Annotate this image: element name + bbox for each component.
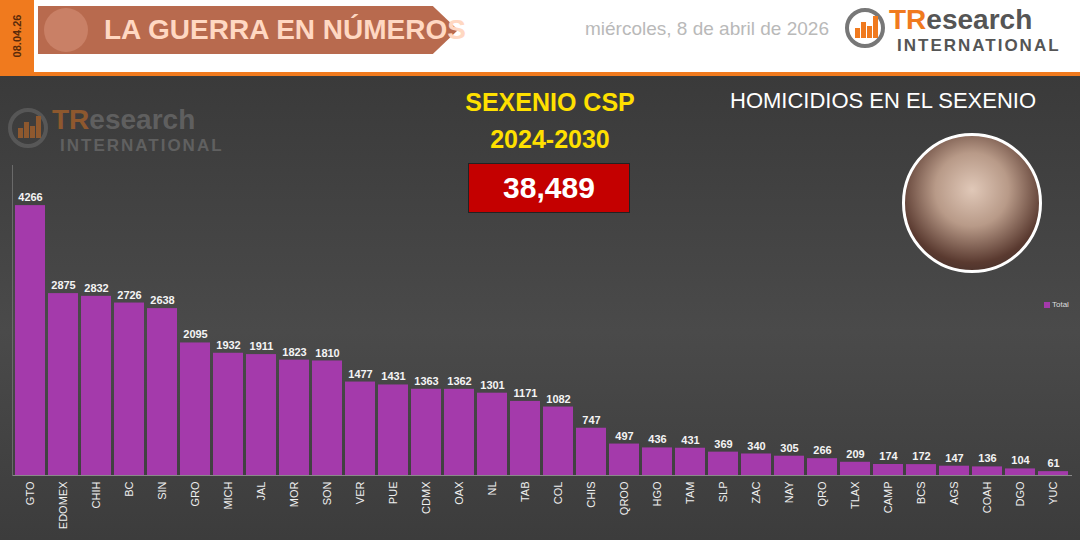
svg-text:SON: SON	[321, 481, 333, 505]
svg-text:MICH: MICH	[222, 481, 234, 509]
svg-text:YUC: YUC	[1047, 481, 1059, 504]
html-text:08.04.26: 08.04.26	[11, 14, 23, 58]
svg-text:61: 61	[1047, 457, 1059, 469]
svg-text:OAX: OAX	[453, 481, 465, 505]
svg-text:TLAX: TLAX	[849, 481, 861, 509]
svg-text:266: 266	[813, 444, 831, 456]
svg-text:ZAC: ZAC	[750, 481, 762, 503]
html-text:SEXENIO CSP: SEXENIO CSP	[465, 88, 635, 116]
svg-text:747: 747	[582, 414, 600, 426]
svg-text:1431: 1431	[381, 370, 405, 382]
svg-text:1362: 1362	[447, 375, 471, 387]
svg-text:QROO: QROO	[618, 481, 630, 515]
svg-text:1363: 1363	[414, 375, 438, 387]
svg-text:2095: 2095	[183, 328, 207, 340]
svg-text:TAM: TAM	[684, 482, 696, 504]
svg-text:147: 147	[945, 452, 963, 464]
svg-text:JAL: JAL	[255, 482, 267, 501]
html-text:Total: Total	[1052, 300, 1069, 309]
svg-text:2638: 2638	[150, 294, 174, 306]
svg-text:PUE: PUE	[387, 482, 399, 505]
svg-text:1477: 1477	[348, 368, 372, 380]
html-text:INTERNATIONAL: INTERNATIONAL	[60, 136, 224, 155]
svg-text:174: 174	[879, 450, 898, 462]
svg-text:VER: VER	[354, 481, 366, 504]
svg-text:1823: 1823	[282, 346, 306, 358]
svg-text:QRO: QRO	[816, 481, 828, 507]
svg-text:104: 104	[1011, 454, 1030, 466]
html-text:T R e s e a r c h: T R e s e a r c h	[889, 4, 1033, 35]
svg-text:1932: 1932	[216, 339, 240, 351]
svg-text:431: 431	[681, 434, 699, 446]
svg-text:CDMX: CDMX	[420, 481, 432, 514]
svg-text:HGO: HGO	[651, 481, 663, 507]
svg-text:1082: 1082	[546, 393, 570, 405]
svg-text:340: 340	[747, 440, 765, 452]
svg-text:1171: 1171	[514, 387, 538, 399]
svg-text:497: 497	[615, 430, 633, 442]
html-text:2024-2030: 2024-2030	[490, 125, 610, 153]
svg-text:COL: COL	[552, 482, 564, 505]
svg-text:136: 136	[978, 452, 996, 464]
svg-text:MOR: MOR	[288, 481, 300, 507]
svg-text:BC: BC	[123, 481, 135, 496]
svg-text:369: 369	[714, 438, 732, 450]
svg-text:TAB: TAB	[519, 482, 531, 503]
svg-text:SIN: SIN	[156, 481, 168, 499]
svg-text:GRO: GRO	[189, 481, 201, 507]
svg-text:172: 172	[912, 450, 930, 462]
svg-text:AGS: AGS	[948, 482, 960, 505]
svg-text:2832: 2832	[84, 282, 108, 294]
svg-text:BCS: BCS	[915, 482, 927, 505]
svg-text:EDOMEX: EDOMEX	[57, 481, 69, 529]
html-text:INTERNATIONAL: INTERNATIONAL	[897, 36, 1061, 55]
html-text:LA GUERRA EN NÚMEROS: LA GUERRA EN NÚMEROS	[104, 14, 466, 45]
html-text:miércoles, 8 de abril de 2026: miércoles, 8 de abril de 2026	[585, 18, 829, 39]
svg-text:209: 209	[846, 448, 864, 460]
html-text:T R e s e a r c h: T R e s e a r c h	[52, 104, 196, 135]
svg-text:DGO: DGO	[1014, 481, 1026, 507]
svg-text:NAY: NAY	[783, 481, 795, 503]
svg-text:4266: 4266	[18, 191, 42, 203]
svg-text:CHIS: CHIS	[585, 482, 597, 508]
svg-text:GTO: GTO	[24, 481, 36, 505]
svg-text:NL: NL	[486, 482, 498, 496]
svg-text:1301: 1301	[480, 379, 504, 391]
svg-text:CHIH: CHIH	[90, 481, 102, 508]
svg-text:1911: 1911	[250, 340, 274, 352]
svg-text:2726: 2726	[117, 289, 141, 301]
svg-text:2875: 2875	[51, 279, 75, 291]
html-text:HOMICIDIOS EN EL SEXENIO: HOMICIDIOS EN EL SEXENIO	[730, 88, 1036, 113]
svg-text:COAH: COAH	[981, 481, 993, 513]
html-text:38,489: 38,489	[503, 171, 595, 204]
svg-text:1810: 1810	[315, 347, 339, 359]
svg-text:305: 305	[780, 442, 798, 454]
svg-text:436: 436	[648, 433, 666, 445]
svg-text:SLP: SLP	[717, 482, 729, 503]
svg-text:CAMP: CAMP	[882, 482, 894, 514]
